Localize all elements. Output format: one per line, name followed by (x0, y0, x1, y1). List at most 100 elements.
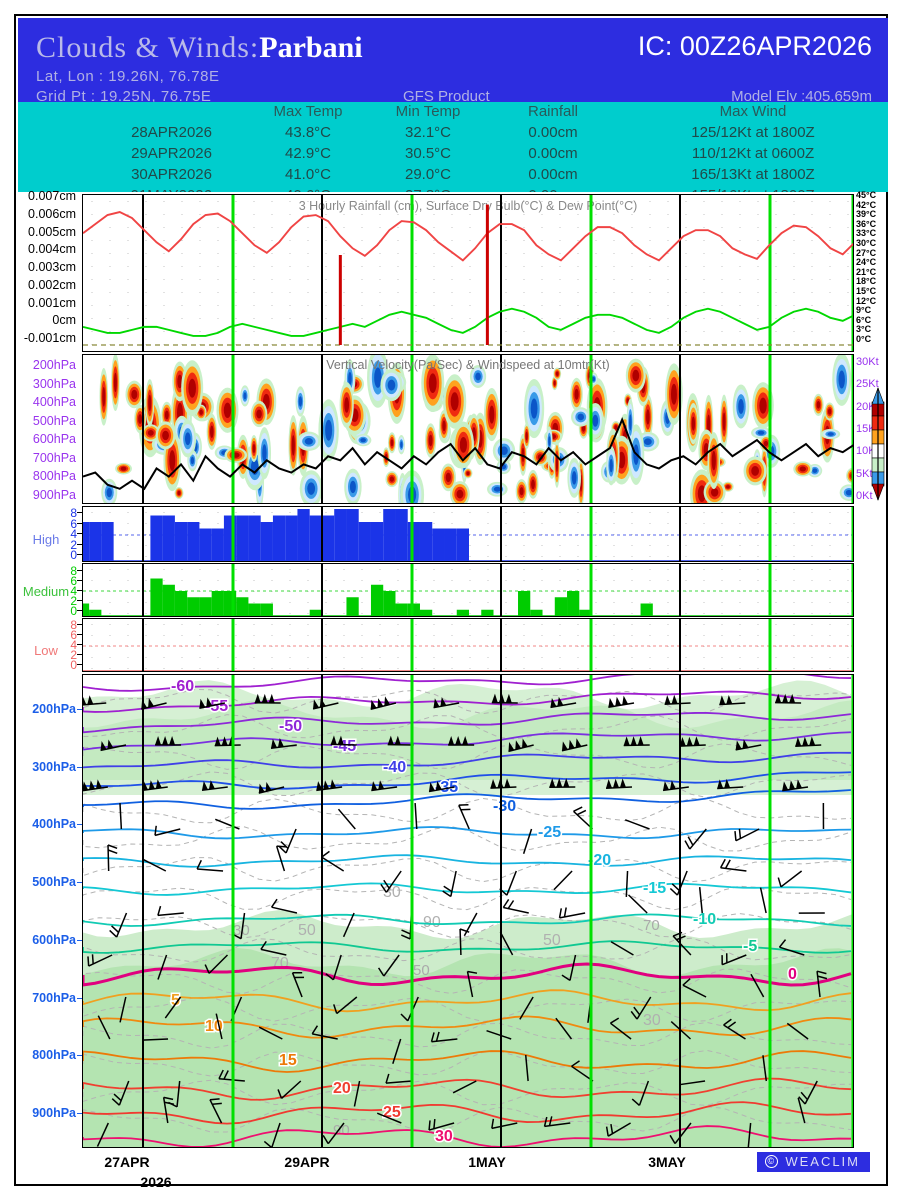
axis-tick (77, 512, 82, 513)
cloud-high-panel[interactable] (82, 506, 854, 562)
cloud-medium-plot (83, 564, 853, 616)
svg-text:15: 15 (279, 1052, 297, 1069)
vertical-velocity-panel[interactable]: Vertical Velocity(Pa/Sec) & Windspeed at… (82, 354, 854, 504)
cell-max-temp: 43.8°C (284, 124, 332, 141)
axis-tick (77, 570, 82, 571)
vv-left-axis: 200hPa 300hPa 400hPa 500hPa 600hPa 700hPa 800h… (16, 354, 82, 506)
svg-text:30: 30 (435, 1128, 453, 1145)
cloud-low-panel[interactable] (82, 618, 854, 672)
svg-text:-10: -10 (693, 911, 716, 928)
axis-tick-label: 0.001cm (28, 295, 76, 310)
axis-tick-label: 0cm (52, 313, 76, 328)
axis-tick (77, 997, 82, 999)
axis-tick (77, 600, 82, 601)
axis-tick-label: 27°C (856, 247, 877, 258)
rainfall-temp-panel[interactable]: 3 Hourly Rainfall (cm), Surface Dry Bulb… (82, 194, 854, 352)
axis-tick (77, 580, 82, 581)
table-header-row: Max Temp Min Temp Rainfall Max Wind (18, 102, 888, 122)
axis-tick (77, 543, 82, 545)
cell-rainfall: 0.00cm (528, 145, 578, 162)
axis-tick (77, 1113, 82, 1114)
axis-tick-label: 39°C (856, 209, 877, 220)
axis-tick-label: 2 (70, 537, 77, 552)
axis-tick (77, 554, 82, 555)
svg-text:-15: -15 (643, 880, 666, 897)
axis-tick-label: 6 (70, 574, 77, 588)
axis-tick (77, 882, 82, 884)
page-title: Clouds & Winds:Parbani (36, 31, 363, 64)
table-row: 30APR2026 41.0°C 29.0°C 0.00cm 165/13Kt … (18, 164, 888, 185)
axis-tick-label: 600hPa (32, 432, 76, 447)
axis-tick (77, 824, 82, 826)
axis-tick-label: 0.007cm (28, 189, 76, 203)
svg-text:70: 70 (271, 955, 289, 972)
cell-rainfall: 0.00cm (488, 185, 618, 192)
svg-text:5: 5 (171, 992, 180, 1009)
axis-tick-label: 6°C (856, 314, 872, 325)
svg-text:-5: -5 (743, 938, 757, 955)
cell-date: 28APR2026 (131, 124, 212, 141)
axis-tick-label: 200hPa (32, 358, 76, 372)
axis-tick-label: 800hPa (32, 1048, 76, 1063)
axis-tick-label: 700hPa (32, 450, 76, 465)
cloud-low-plot (83, 619, 853, 671)
col-rainfall: Rainfall (527, 103, 579, 120)
rainfall-left-axis: 0.007cm 0.006cm 0.005cm 0.004cm 0.003cm 0.002… (16, 189, 82, 354)
axis-tick-label: 6 (70, 628, 77, 642)
daily-summary-table: Max Temp Min Temp Rainfall Max Wind 28AP… (18, 102, 888, 192)
axis-tick-label: 3°C (856, 324, 872, 335)
axis-tick-label: 25Kt (856, 378, 879, 391)
axis-tick-label: 500hPa (32, 875, 76, 890)
cloud-high-plot (83, 507, 853, 561)
svg-text:90: 90 (423, 914, 441, 931)
svg-text:-50: -50 (279, 718, 302, 735)
svg-text:20: 20 (333, 1080, 351, 1097)
cell-date: 29APR2026 (131, 145, 212, 162)
axis-tick-label: 9°C (856, 305, 872, 316)
cloud-low-label: Low (34, 643, 58, 658)
axis-tick-label: 900hPa (32, 488, 76, 502)
cell-min-temp: 27.8°C (368, 185, 488, 192)
axis-tick-label: 30°C (856, 238, 877, 248)
axis-tick-label: 33°C (856, 228, 877, 239)
windspeed-colorbar (871, 387, 885, 501)
axis-tick-label: 700hPa (32, 990, 76, 1005)
axis-tick-label: 900hPa (32, 1106, 76, 1120)
cell-max-temp: 40.6°C (248, 185, 368, 192)
cloud-medium-panel[interactable] (82, 563, 854, 617)
upper-air-panel[interactable]: 30 50 70 90 30 50 90 70 50 30 -60 -55 -50 -45 -40 -35 -3… (82, 674, 854, 1148)
axis-tick-label: 600hPa (32, 932, 76, 947)
axis-tick (77, 766, 82, 768)
svg-text:0: 0 (788, 966, 797, 983)
axis-tick (77, 590, 82, 591)
axis-tick-label: 300hPa (32, 759, 76, 774)
vertical-velocity-plot (83, 355, 853, 503)
x-axis-tick-label: 3MAY (648, 1154, 686, 1170)
x-axis: 27APR29APR1MAY3MAY5MAY (82, 1150, 855, 1190)
svg-text:30: 30 (643, 1012, 661, 1029)
cell-rainfall: 0.00cm (528, 124, 578, 141)
axis-tick (77, 644, 82, 645)
cell-max-temp: 41.0°C (284, 166, 332, 183)
table-row: 01MAY2026 40.6°C 27.8°C 0.00cm 155/16Kt … (18, 185, 888, 192)
cloud-medium-label: Medium (22, 584, 70, 599)
svg-text:-40: -40 (383, 759, 406, 776)
svg-text:-20: -20 (588, 852, 611, 869)
copyright-icon: © (765, 1155, 779, 1168)
svg-text:-30: -30 (493, 798, 516, 815)
axis-tick (77, 610, 82, 611)
axis-tick (77, 654, 82, 655)
col-date (18, 102, 248, 122)
axis-tick-label: 24°C (856, 257, 877, 268)
svg-text:50: 50 (298, 922, 316, 939)
axis-tick-label: 0 (70, 548, 77, 562)
axis-tick-label: 200hPa (32, 702, 76, 716)
axis-tick-label: 45°C (856, 190, 877, 200)
axis-tick-label: 6 (70, 516, 77, 531)
x-axis-tick-label: 27APR (104, 1154, 150, 1170)
svg-text:50: 50 (543, 932, 561, 949)
header-banner: Clouds & Winds:Parbani IC: 00Z26APR2026 … (18, 18, 888, 105)
